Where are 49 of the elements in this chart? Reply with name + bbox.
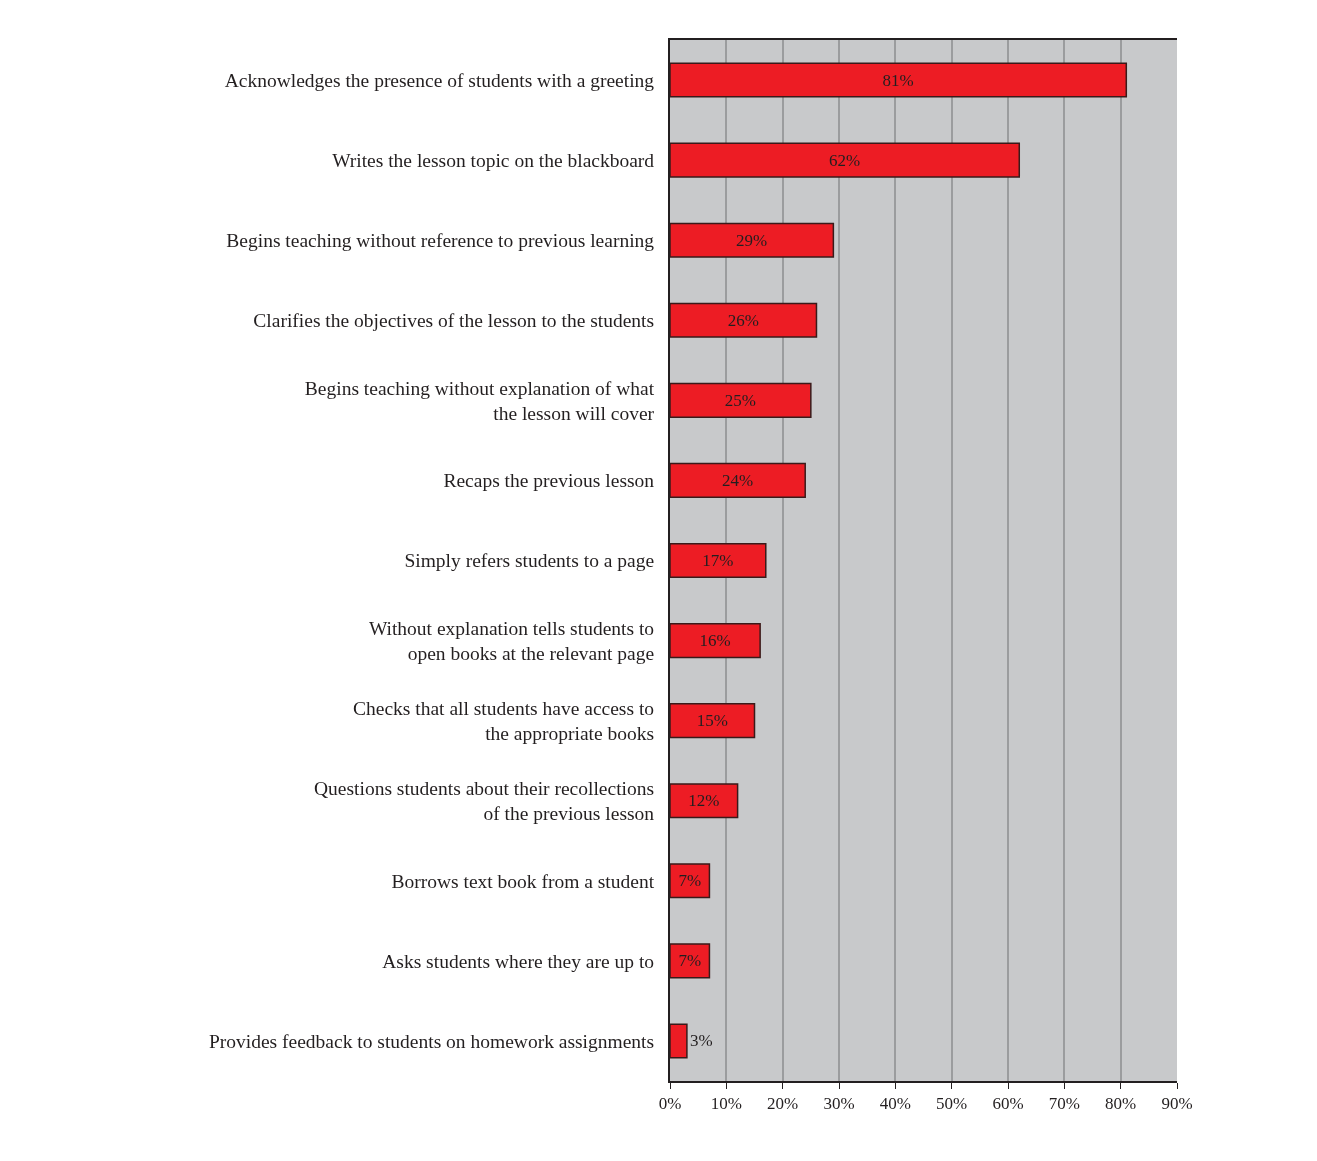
bar <box>670 462 806 498</box>
data-label: 26% <box>727 310 759 330</box>
y-tick-label: Questions students about their recollections of the previous lesson <box>313 777 655 825</box>
y-tick-label: Provides feedback to students on homework assignments <box>208 1030 655 1052</box>
data-label: 29% <box>736 230 768 250</box>
y-tick-label: Borrows text book from a student <box>391 870 655 892</box>
y-tick-label: Writes the lesson topic on the blackboard <box>332 149 655 171</box>
data-label: 81% <box>882 70 914 90</box>
y-tick-label: Acknowledges the presence of students with a greeting <box>224 69 655 91</box>
x-tick-label: 40% <box>879 1094 911 1114</box>
data-label: 16% <box>699 631 731 651</box>
bar <box>670 542 767 579</box>
y-tick-label: Begins teaching without explanation of what the lesson will cover <box>304 377 655 424</box>
bar <box>670 302 818 338</box>
x-tick-label: 30% <box>823 1094 855 1114</box>
bar <box>670 62 1128 98</box>
bar <box>670 943 711 979</box>
y-tick-label: Begins teaching without reference to previous learning <box>226 230 655 252</box>
x-tick-label: 90% <box>1161 1094 1193 1114</box>
y-tick-label: Asks students where they are up to <box>382 950 655 972</box>
x-tick-label: 50% <box>936 1094 968 1114</box>
bar <box>670 382 812 418</box>
x-tick-label: 70% <box>1048 1094 1080 1114</box>
x-tick-label: 10% <box>710 1094 742 1114</box>
bar <box>670 863 711 899</box>
bar <box>670 222 835 258</box>
bar <box>670 783 739 819</box>
y-tick-label: Recaps the previous lesson <box>443 470 655 492</box>
bar <box>670 142 1021 178</box>
bar <box>670 703 756 739</box>
data-label: 17% <box>702 551 734 570</box>
x-tick-label: 0% <box>658 1094 682 1114</box>
data-label: 15% <box>696 711 728 731</box>
data-label: 25% <box>724 390 756 410</box>
data-label: 12% <box>688 791 720 811</box>
y-tick-label: Without explanation tells students to open books at the relevant page <box>368 617 655 665</box>
x-tick-label: 60% <box>992 1094 1024 1114</box>
data-label: 62% <box>829 150 861 170</box>
y-tick-label: Clarifies the objectives of the lesson to the students <box>253 310 655 332</box>
bar <box>670 1023 688 1059</box>
data-label: 3% <box>689 1031 713 1051</box>
y-tick-label: Checks that all students have access to the appropriate books <box>353 697 655 745</box>
y-tick-label: Simply refers students to a page <box>404 550 655 572</box>
x-tick-label: 20% <box>767 1094 799 1114</box>
data-label: 7% <box>678 951 702 971</box>
x-tick-label: 80% <box>1105 1094 1137 1114</box>
data-label: 24% <box>722 470 754 490</box>
data-label: 7% <box>678 871 702 891</box>
bar <box>670 623 761 659</box>
